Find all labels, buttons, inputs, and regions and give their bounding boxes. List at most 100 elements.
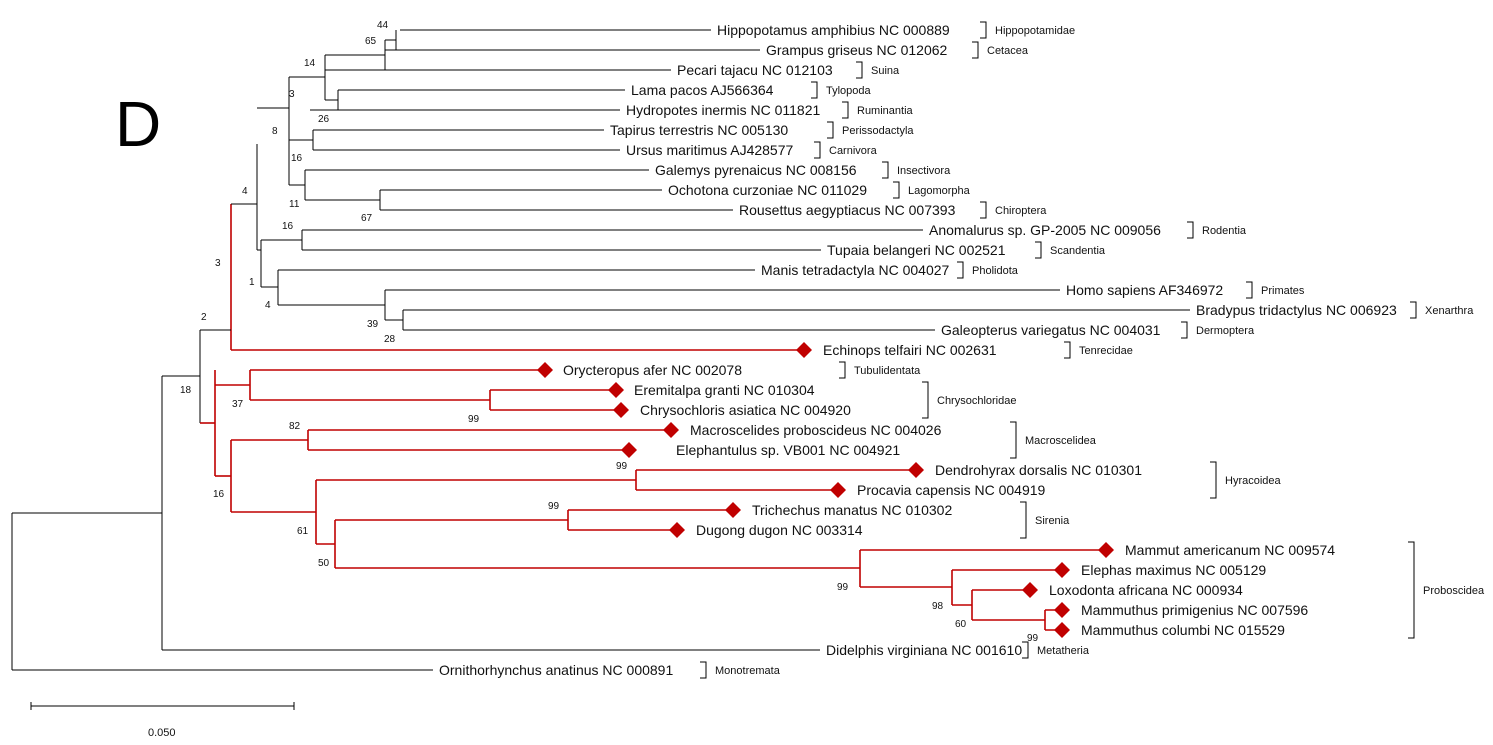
group-bracket (1246, 281, 1253, 299)
support-value: 16 (282, 221, 294, 232)
support-values: 4465143268164116716143928321837998299166… (180, 20, 1039, 644)
group-bracket (811, 81, 818, 99)
group-label: Monotremata (715, 665, 781, 677)
tip-markers (537, 342, 1114, 638)
taxon-label: Ornithorhynchus anatinus NC 000891 (439, 662, 673, 678)
diamond-marker-icon (1022, 582, 1038, 598)
taxon-label: Tupaia belangeri NC 002521 (827, 242, 1006, 258)
group-label: Suina (871, 65, 900, 77)
scale-bar: 0.050 (30, 702, 295, 739)
group-bracket (980, 21, 987, 39)
group-label: Lagomorpha (908, 185, 971, 197)
group-bracket (842, 101, 849, 119)
group-label: Primates (1261, 285, 1305, 297)
group-bracket (972, 41, 979, 59)
group-label: Proboscidea (1423, 585, 1485, 597)
taxon-label: Dugong dugon NC 003314 (696, 522, 863, 538)
group-bracket (856, 61, 863, 79)
support-value: 14 (304, 58, 316, 69)
taxon-label: Mammut americanum NC 009574 (1125, 542, 1335, 558)
diamond-marker-icon (908, 462, 924, 478)
taxon-labels: Hippopotamus amphibius NC 000889 Grampus … (439, 22, 1397, 678)
diamond-marker-icon (830, 482, 846, 498)
support-value: 3 (289, 89, 295, 100)
group-bracket (1064, 341, 1071, 359)
taxon-label: Hydropotes inermis NC 011821 (626, 102, 820, 118)
support-value: 99 (616, 461, 628, 472)
taxon-label: Loxodonta africana NC 000934 (1049, 582, 1243, 598)
support-value: 82 (289, 421, 301, 432)
diamond-marker-icon (1054, 602, 1070, 618)
group-label: Dermoptera (1196, 325, 1255, 337)
support-value: 16 (291, 153, 303, 164)
diamond-marker-icon (621, 442, 637, 458)
group-label: Ruminantia (857, 105, 914, 117)
scale-bar-label: 0.050 (148, 727, 176, 739)
support-value: 37 (232, 399, 244, 410)
support-value: 28 (384, 334, 396, 345)
support-value: 39 (367, 319, 379, 330)
group-bracket (1408, 541, 1415, 639)
group-bracket (893, 181, 900, 199)
group-label: Tylopoda (826, 85, 872, 97)
support-value: 16 (213, 489, 225, 500)
group-label: Sirenia (1035, 515, 1070, 527)
taxon-label: Chrysochloris asiatica NC 004920 (640, 402, 851, 418)
support-value: 99 (468, 414, 480, 425)
group-label: Macroscelidea (1025, 435, 1097, 447)
group-label: Hyracoidea (1225, 475, 1282, 487)
group-label: Rodentia (1202, 225, 1247, 237)
taxon-label: Galeopterus variegatus NC 004031 (941, 322, 1161, 338)
taxon-label: Ursus maritimus AJ428577 (626, 142, 794, 158)
tree-branches (11, 29, 1190, 671)
support-value: 18 (180, 385, 192, 396)
diamond-marker-icon (613, 402, 629, 418)
group-bracket (922, 381, 929, 419)
diamond-marker-icon (1054, 562, 1070, 578)
group-brackets: Hippopotamidae Cetacea Suina Tylopoda Rumina… (700, 21, 1485, 679)
group-bracket (839, 361, 846, 379)
diamond-marker-icon (663, 422, 679, 438)
taxon-label: Mammuthus columbi NC 015529 (1081, 622, 1285, 638)
taxon-label: Bradypus tridactylus NC 006923 (1196, 302, 1397, 318)
group-label: Chiroptera (995, 205, 1047, 217)
diamond-marker-icon (537, 362, 553, 378)
taxon-label: Elephas maximus NC 005129 (1081, 562, 1266, 578)
taxon-label: Didelphis virginiana NC 001610 (826, 642, 1022, 658)
taxon-label: Pecari tajacu NC 012103 (677, 62, 833, 78)
group-label: Perissodactyla (842, 125, 914, 137)
group-bracket (814, 141, 821, 159)
group-label: Insectivora (897, 165, 951, 177)
taxon-label: Hippopotamus amphibius NC 000889 (717, 22, 950, 38)
taxon-label: Rousettus aegyptiacus NC 007393 (739, 202, 956, 218)
support-value: 1 (249, 277, 255, 288)
group-label: Carnivora (829, 145, 878, 157)
taxon-label: Ochotona curzoniae NC 011029 (668, 182, 867, 198)
group-bracket (1210, 461, 1217, 499)
support-value: 4 (242, 186, 248, 197)
group-label: Xenarthra (1425, 305, 1474, 317)
support-value: 61 (297, 526, 309, 537)
group-bracket (1022, 641, 1029, 659)
support-value: 2 (201, 312, 207, 323)
group-label: Scandentia (1050, 245, 1106, 257)
group-bracket (882, 161, 889, 179)
panel-letter: D (115, 88, 161, 160)
support-value: 4 (265, 300, 271, 311)
taxon-label: Lama pacos AJ566364 (631, 82, 774, 98)
group-label: Tenrecidae (1079, 345, 1133, 357)
support-value: 11 (289, 199, 300, 210)
diamond-marker-icon (725, 502, 741, 518)
taxon-label: Tapirus terrestris NC 005130 (610, 122, 788, 138)
support-value: 67 (361, 213, 373, 224)
group-bracket (827, 121, 834, 139)
support-value: 8 (272, 126, 278, 137)
group-bracket (700, 661, 707, 679)
support-value: 50 (318, 558, 330, 569)
group-bracket (1010, 421, 1017, 459)
support-value: 99 (1027, 633, 1039, 644)
group-label: Cetacea (987, 45, 1029, 57)
group-label: Metatheria (1037, 645, 1090, 657)
taxon-label: Macroscelides proboscideus NC 004026 (690, 422, 942, 438)
